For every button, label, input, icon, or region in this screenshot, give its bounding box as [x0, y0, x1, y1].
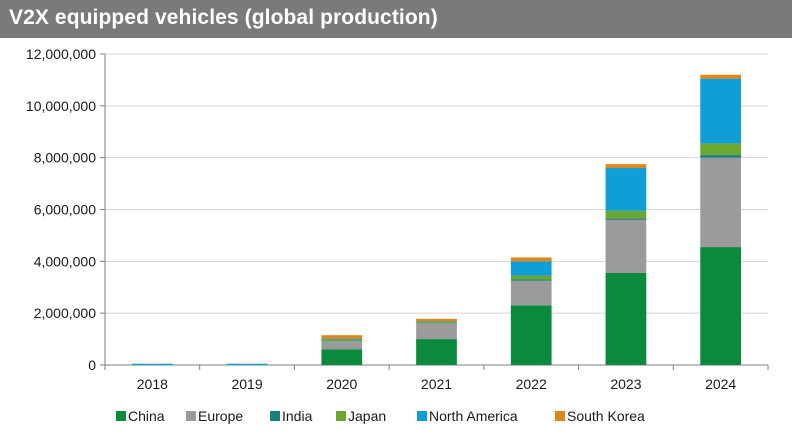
bar-segment-china: [605, 272, 647, 365]
bar-segment-europe: [510, 280, 552, 306]
bar-segment-china: [321, 349, 363, 365]
bar-segment-japan: [321, 340, 363, 342]
bar-segment-europe: [605, 219, 647, 273]
bar-segment-south-korea: [605, 164, 647, 169]
legend-swatch: [555, 411, 565, 421]
chart-title: V2X equipped vehicles (global production…: [9, 6, 438, 29]
bar-segment-north-america: [510, 261, 552, 276]
x-tick-label: 2023: [610, 376, 641, 392]
bar-segment-china: [416, 339, 457, 365]
x-tick-label: 2019: [231, 376, 262, 392]
y-tick-label: 6,000,000: [34, 202, 96, 218]
bar-segment-europe: [321, 341, 363, 350]
y-tick-label: 8,000,000: [34, 150, 96, 166]
x-tick-label: 2020: [326, 376, 357, 392]
legend-swatch: [336, 411, 346, 421]
x-tick-label: 2021: [421, 376, 452, 392]
bar-segment-japan: [416, 322, 457, 324]
bar-segment-japan: [510, 275, 552, 280]
bar-segment-china: [700, 247, 742, 365]
bar-segment-north-america: [226, 363, 268, 365]
x-tick-label: 2018: [137, 376, 168, 392]
stacked-bar-chart: 0 2,000,000 4,000,000 6,000,000 8,000,000 10,…: [26, 46, 769, 424]
x-tick-label: 2022: [516, 376, 547, 392]
bar-segment-south-korea: [321, 335, 363, 340]
legend-swatch: [116, 411, 126, 421]
legend-label: China: [128, 408, 165, 424]
bar-segment-north-america: [605, 168, 647, 211]
bar-segment-south-korea: [416, 318, 457, 322]
y-tick-label: 10,000,000: [26, 98, 96, 114]
bar-segment-india: [605, 218, 647, 220]
bar-segment-japan: [700, 143, 742, 156]
legend-swatch: [270, 411, 280, 421]
bar-segment-europe: [700, 157, 742, 248]
y-tick-label: 12,000,000: [26, 46, 96, 62]
y-tick-label: 4,000,000: [34, 253, 96, 269]
y-tick-label: 2,000,000: [34, 305, 96, 321]
bar-segment-india: [700, 155, 742, 158]
bar-segment-europe: [416, 323, 457, 340]
legend-swatch: [186, 411, 196, 421]
bar-segment-india: [510, 279, 552, 281]
bar-segment-north-america: [321, 339, 363, 341]
legend-label: North America: [429, 408, 518, 424]
bar-segment-north-america: [416, 321, 457, 323]
bar-segment-south-korea: [700, 74, 742, 79]
legend-swatch: [417, 411, 427, 421]
legend-label: Japan: [348, 408, 386, 424]
bar-segment-north-america: [700, 78, 742, 144]
bar-segment-china: [510, 305, 552, 365]
y-tick-label: 0: [88, 357, 96, 373]
x-tick-label: 2024: [705, 376, 736, 392]
legend-label: India: [282, 408, 313, 424]
chart-header: V2X equipped vehicles (global production…: [0, 0, 792, 38]
bar-segment-south-korea: [510, 257, 552, 262]
bar-segment-japan: [605, 210, 647, 219]
legend-label: Europe: [198, 408, 243, 424]
bar-segment-north-america: [131, 363, 173, 365]
legend-label: South Korea: [567, 408, 645, 424]
